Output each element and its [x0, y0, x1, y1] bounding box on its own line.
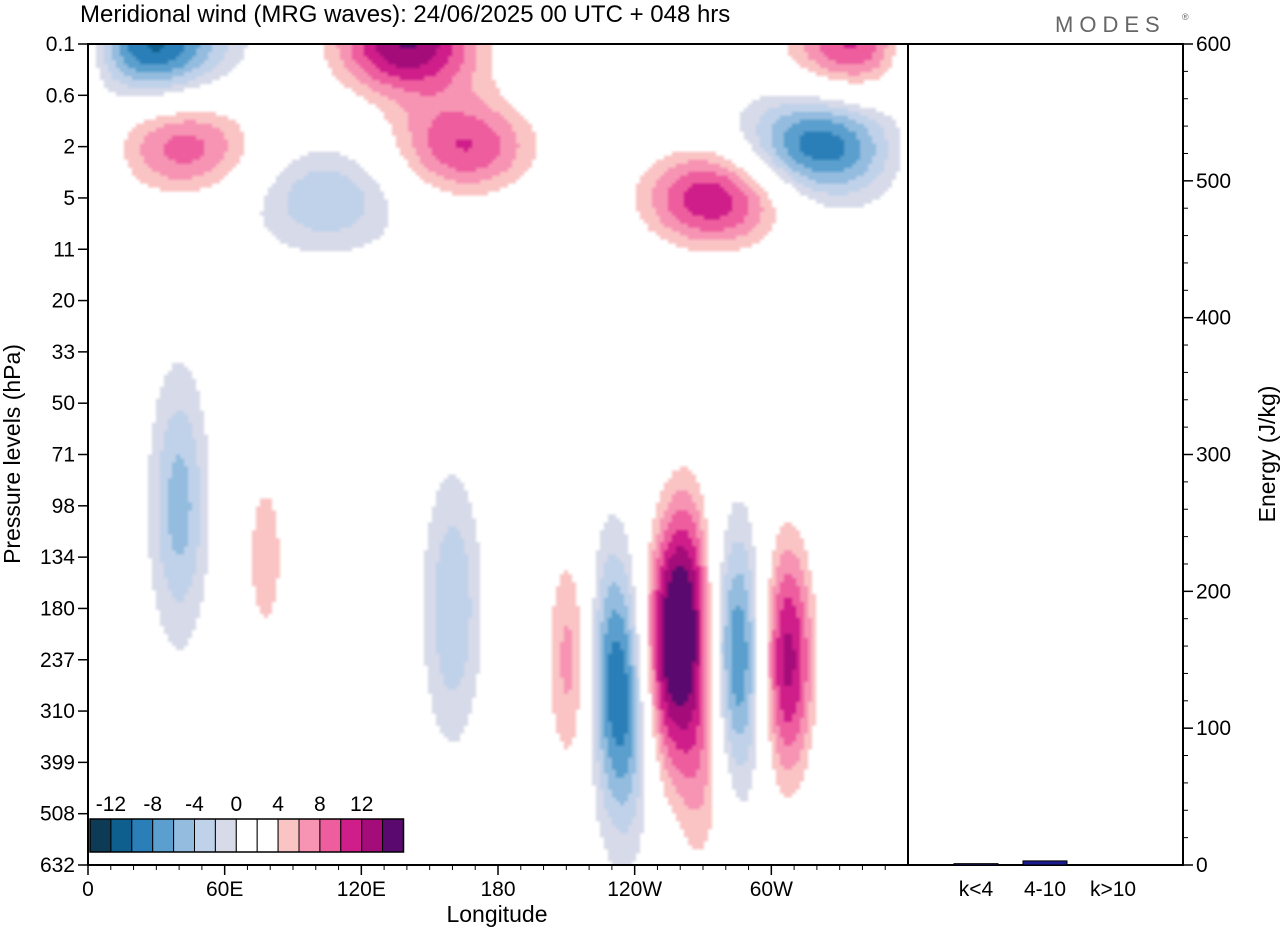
energy-tick-label: 400 [1196, 307, 1231, 330]
energy-bar [953, 863, 999, 866]
chart-title: Meridional wind (MRG waves): 24/06/2025 … [80, 1, 730, 28]
y-tick-label: 0.1 [46, 33, 75, 56]
energy-bar [1022, 860, 1068, 866]
energy-axis-label: Energy (J/kg) [1254, 386, 1280, 523]
colorbar-swatch [214, 818, 237, 853]
y-tick-label: 71 [52, 444, 75, 467]
colorbar-swatch [89, 818, 112, 853]
x-tick-label: 120W [607, 878, 662, 901]
colorbar-swatch [256, 818, 279, 853]
energy-tick-label: 500 [1196, 170, 1231, 193]
colorbar-swatch [361, 818, 384, 853]
y-tick-label: 98 [52, 495, 75, 518]
colorbar-swatch [340, 818, 363, 853]
colorbar-swatch [110, 818, 133, 853]
colorbar-swatch [319, 818, 342, 853]
colorbar-swatch [152, 818, 175, 853]
colorbar-swatch [298, 818, 321, 853]
heatmap-plot [88, 44, 908, 865]
modes-logo: MODES ® [1055, 12, 1189, 37]
y-tick-label: 508 [40, 803, 75, 826]
energy-tick-label: 300 [1196, 444, 1231, 467]
colorbar-label: 8 [314, 793, 326, 816]
colorbar-swatch [173, 818, 196, 853]
y-tick-label: 134 [40, 546, 75, 569]
energy-frame [907, 43, 1184, 866]
colorbar-label: 12 [350, 793, 373, 816]
energy-category-label: k>10 [1090, 878, 1136, 901]
energy-tick-label: 0 [1196, 854, 1208, 877]
logo-text: MODES [1055, 12, 1166, 37]
x-tick-label: 120E [337, 878, 386, 901]
y-tick-label: 0.6 [46, 84, 75, 107]
y-tick-label: 11 [53, 238, 75, 261]
energy-category-label: 4-10 [1024, 878, 1066, 901]
x-tick-label: 60E [206, 878, 243, 901]
y-tick-label: 50 [52, 392, 75, 415]
colorbar-swatch [382, 818, 405, 853]
colorbar-swatch [131, 818, 154, 853]
colorbar-label: -12 [96, 793, 126, 816]
y-tick-label: 5 [63, 187, 75, 210]
colorbar-swatch [277, 818, 300, 853]
heatmap-field [88, 44, 908, 865]
colorbar-label: 4 [272, 793, 284, 816]
colorbar-label: 0 [230, 793, 242, 816]
y-tick-label: 237 [40, 649, 75, 672]
heatmap-axes: 0.1 0.6 2 5 11 20 33 50 71 98 134 180 237 310 399 508 63… [40, 33, 909, 901]
y-tick-label: 310 [40, 700, 75, 723]
y-tick-label: 33 [52, 341, 75, 364]
colorbar-label: -4 [185, 793, 204, 816]
y-tick-label: 2 [63, 136, 75, 159]
logo-registered-mark: ® [1182, 12, 1189, 22]
x-tick-label: 180 [480, 878, 515, 901]
energy-tick-label: 100 [1196, 717, 1231, 740]
x-tick-label: 0 [82, 878, 94, 901]
energy-tick-label: 600 [1196, 33, 1231, 56]
colorbar-swatch [235, 818, 258, 853]
x-axis-label: Longitude [446, 901, 547, 927]
y-tick-label: 399 [40, 751, 75, 774]
y-tick-label: 180 [40, 597, 75, 620]
colorbar-label: -8 [143, 793, 162, 816]
colorbar-swatch [194, 818, 216, 853]
x-tick-label: 60W [750, 878, 793, 901]
energy-tick-label: 200 [1196, 580, 1231, 603]
energy-category-label: k<4 [959, 878, 994, 901]
y-tick-label: 632 [40, 854, 75, 877]
y-tick-label: 20 [52, 290, 75, 313]
colorbar: -12 -8 -4 0 4 8 12 [89, 793, 405, 853]
y-axis-label: Pressure levels (hPa) [0, 344, 25, 564]
energy-bar-plot: 0 100 200 300 400 500 600 k<4 4-10 k>10 [907, 33, 1231, 901]
colorbar-frame [89, 818, 405, 853]
